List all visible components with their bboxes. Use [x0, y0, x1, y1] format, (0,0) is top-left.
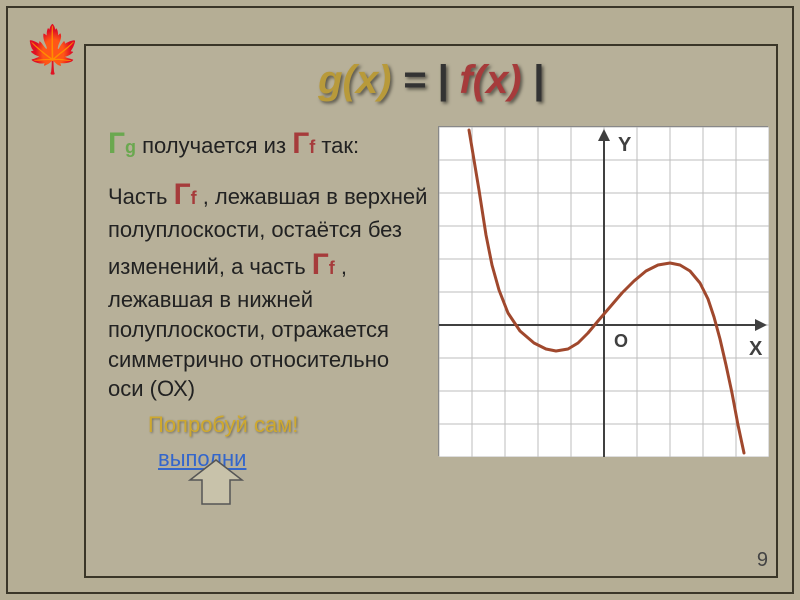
svg-text:O: O	[614, 331, 628, 351]
try-yourself-text: Попробуй сам!	[148, 410, 428, 440]
body-text: Гg получается из Гf так: Часть Гf , лежа…	[108, 124, 428, 473]
gamma-g-symbol: Гg	[108, 127, 136, 160]
gamma-f-symbol: Гf	[292, 127, 315, 160]
outer-frame: 🍁 g(x) = | f(x) | Гg получается из Гf та…	[6, 6, 794, 594]
title-fx: f(x)	[459, 58, 521, 102]
paragraph-2: Часть Гf , лежавшая в верхней полуплоско…	[108, 175, 428, 404]
title-eq1: = |	[391, 58, 459, 102]
leaf-decoration-icon: 🍁	[24, 22, 84, 82]
title-eq2: |	[522, 58, 544, 102]
gamma-f-symbol-3: Гf	[312, 248, 335, 281]
arrow-up-icon	[186, 458, 246, 508]
paragraph-1: Гg получается из Гf так:	[108, 124, 428, 165]
slide-title: g(x) = | f(x) |	[84, 58, 778, 103]
svg-text:X: X	[749, 338, 763, 360]
gamma-f-symbol-2: Гf	[174, 178, 197, 211]
chart-svg: Y X O	[439, 127, 769, 457]
slide-number: 9	[757, 549, 768, 572]
title-gx: g(x)	[318, 58, 391, 102]
svg-text:Y: Y	[618, 134, 632, 156]
function-chart: Y X O	[438, 126, 768, 456]
